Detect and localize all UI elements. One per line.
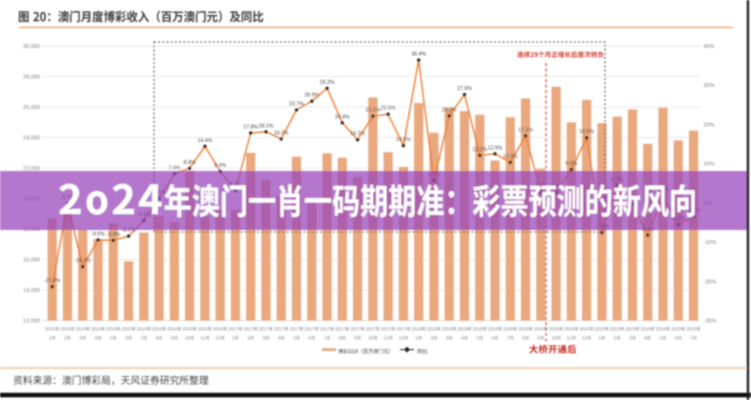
svg-text:-8.5%: -8.5% [122, 228, 136, 234]
svg-text:-20%: -20% [704, 279, 717, 285]
svg-text:8.5%: 8.5% [565, 161, 577, 167]
svg-text:30,000: 30,000 [23, 44, 40, 50]
svg-text:17.8%: 17.8% [243, 125, 258, 131]
svg-text:10.3%: 10.3% [503, 154, 518, 160]
svg-text:16.3%: 16.3% [274, 130, 289, 136]
svg-text:8.0%: 8.0% [214, 163, 226, 169]
svg-text:10%: 10% [704, 162, 715, 168]
svg-text:28,000: 28,000 [23, 75, 40, 81]
svg-text:16.6%: 16.6% [579, 129, 594, 135]
svg-text:20%: 20% [704, 122, 715, 128]
svg-text:22.1%: 22.1% [366, 108, 381, 114]
svg-text:36.4%: 36.4% [411, 52, 426, 58]
svg-text:14.4%: 14.4% [198, 138, 213, 144]
svg-text:24,000: 24,000 [23, 136, 40, 142]
svg-text:-9.6%: -9.6% [107, 232, 121, 238]
svg-text:18.1%: 18.1% [259, 123, 274, 129]
svg-text:12,000: 12,000 [23, 319, 40, 325]
svg-text:12.5%: 12.5% [488, 145, 503, 151]
svg-text:40%: 40% [704, 44, 715, 50]
svg-text:-16.3%: -16.3% [74, 258, 91, 264]
svg-text:22.6%: 22.6% [381, 106, 396, 112]
svg-text:30%: 30% [704, 83, 715, 89]
svg-text:14,000: 14,000 [23, 288, 40, 294]
svg-text:22,000: 22,000 [23, 166, 40, 172]
svg-text:-21.4%: -21.4% [44, 278, 61, 284]
svg-text:8.8%: 8.8% [184, 160, 196, 166]
svg-text:14.6%: 14.6% [396, 137, 411, 143]
svg-text:17.1%: 17.1% [518, 127, 533, 133]
svg-text:29.2%: 29.2% [320, 80, 335, 86]
svg-text:27.6%: 27.6% [457, 86, 472, 92]
svg-text:16,000: 16,000 [23, 258, 40, 264]
svg-text:22.2%: 22.2% [442, 107, 457, 113]
svg-text:-10%: -10% [704, 240, 717, 246]
svg-text:-30%: -30% [704, 319, 717, 325]
svg-text:23.7%: 23.7% [289, 101, 304, 107]
svg-text:12.1%: 12.1% [472, 147, 487, 153]
svg-text:25.9%: 25.9% [304, 93, 319, 99]
svg-text:20.4%: 20.4% [335, 114, 350, 120]
svg-text:7.4%: 7.4% [168, 165, 180, 171]
svg-text:26,000: 26,000 [23, 105, 40, 111]
svg-text:16.1%: 16.1% [350, 131, 365, 137]
svg-text:-9.5%: -9.5% [91, 232, 105, 238]
